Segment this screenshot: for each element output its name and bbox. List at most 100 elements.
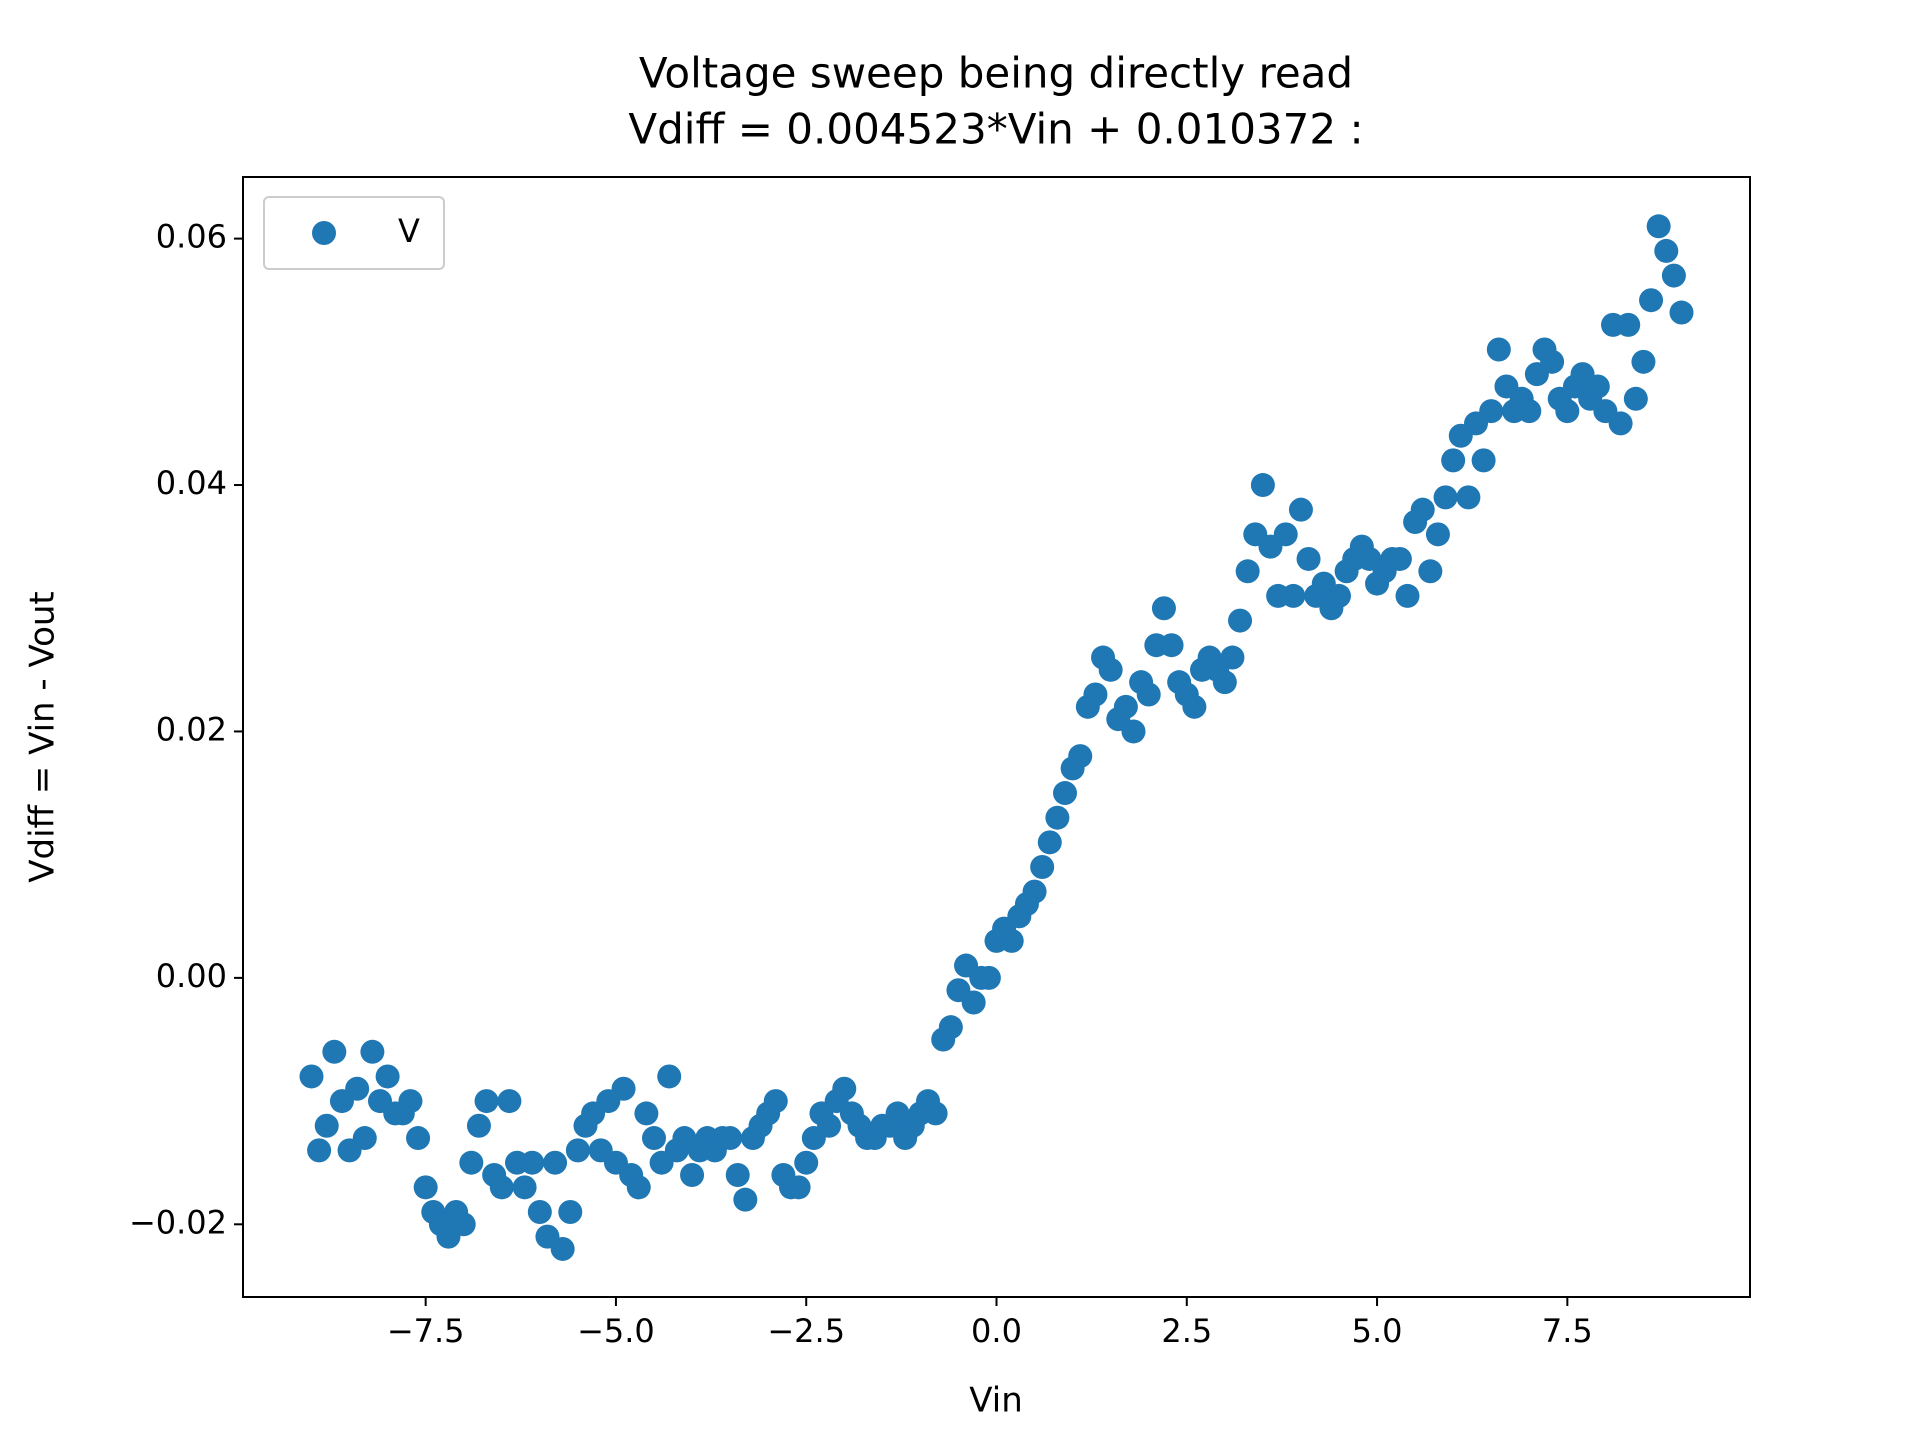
point — [1387, 546, 1412, 571]
point — [520, 1150, 545, 1175]
legend-box — [263, 196, 445, 270]
point — [1250, 473, 1275, 498]
point — [1235, 559, 1260, 584]
y-tick-label: 0.04 — [156, 464, 227, 502]
legend-label: V — [398, 212, 420, 250]
point — [1661, 263, 1686, 288]
point — [1456, 485, 1481, 510]
point — [1159, 633, 1184, 658]
point — [550, 1236, 575, 1261]
point — [398, 1089, 423, 1114]
x-tick-label: −2.5 — [767, 1312, 845, 1350]
point — [1623, 386, 1648, 411]
point — [489, 1175, 514, 1200]
y-tick-label: 0.06 — [156, 218, 227, 256]
point — [1288, 497, 1313, 522]
point — [725, 1163, 750, 1188]
point — [307, 1138, 332, 1163]
point — [497, 1089, 522, 1114]
x-tick-label: 2.5 — [1161, 1312, 1212, 1350]
point — [680, 1163, 705, 1188]
point — [352, 1126, 377, 1151]
point — [1220, 645, 1245, 670]
point — [1410, 497, 1435, 522]
legend-marker — [312, 221, 336, 245]
point — [322, 1039, 347, 1064]
point — [1646, 214, 1671, 239]
point — [733, 1187, 758, 1212]
point — [923, 1101, 948, 1126]
point — [1486, 337, 1511, 362]
point — [459, 1150, 484, 1175]
point — [451, 1212, 476, 1237]
point — [299, 1064, 324, 1089]
x-tick-label: −5.0 — [577, 1312, 655, 1350]
point — [718, 1126, 743, 1151]
point — [657, 1064, 682, 1089]
point — [626, 1175, 651, 1200]
point — [938, 1015, 963, 1040]
point — [642, 1126, 666, 1151]
point — [1068, 744, 1093, 769]
point — [1327, 583, 1351, 608]
point — [999, 928, 1024, 953]
point — [1281, 583, 1306, 608]
point — [1479, 399, 1504, 424]
point — [406, 1126, 431, 1151]
point — [832, 1076, 857, 1101]
y-tick-label: 0.00 — [156, 957, 227, 995]
point — [1273, 522, 1298, 547]
y-tick-label: −0.02 — [129, 1203, 227, 1241]
point — [1517, 399, 1542, 424]
y-axis-label: Vdiff = Vin - Vout — [23, 591, 63, 883]
point — [345, 1076, 370, 1101]
point — [1471, 448, 1496, 473]
point — [976, 965, 1001, 990]
point — [1639, 288, 1664, 313]
point — [1441, 448, 1466, 473]
point — [794, 1150, 819, 1175]
y-tick-label: 0.02 — [156, 710, 227, 748]
point — [543, 1150, 568, 1175]
x-tick-label: 0.0 — [971, 1312, 1022, 1350]
point — [1433, 485, 1458, 510]
point — [1654, 238, 1679, 263]
point — [1136, 682, 1161, 707]
x-tick-label: 7.5 — [1542, 1312, 1593, 1350]
x-tick-label: 5.0 — [1352, 1312, 1403, 1350]
point — [375, 1064, 400, 1089]
point — [1631, 349, 1656, 374]
point — [1022, 879, 1047, 904]
point — [474, 1089, 499, 1114]
point — [1182, 694, 1207, 719]
point — [1151, 596, 1176, 621]
point — [1121, 719, 1146, 744]
point — [413, 1175, 438, 1200]
point — [1228, 608, 1253, 633]
point — [1616, 312, 1641, 337]
point — [1113, 694, 1138, 719]
point — [1045, 805, 1070, 830]
point — [1669, 300, 1694, 325]
point — [466, 1113, 491, 1138]
x-tick-label: −7.5 — [387, 1312, 465, 1350]
point — [1083, 682, 1108, 707]
point — [1053, 781, 1077, 806]
point — [565, 1138, 590, 1163]
point — [763, 1089, 788, 1114]
point — [1296, 546, 1321, 571]
point — [634, 1101, 659, 1126]
x-axis-label: Vin — [969, 1381, 1023, 1421]
point — [1555, 399, 1580, 424]
point — [961, 990, 986, 1015]
point — [1540, 349, 1565, 374]
chart-title: Voltage sweep being directly read — [639, 49, 1353, 98]
point — [1425, 522, 1450, 547]
point — [1212, 670, 1237, 695]
point — [786, 1175, 811, 1200]
point — [1098, 657, 1123, 682]
point — [1030, 854, 1055, 879]
chart-subtitle: Vdiff = 0.004523*Vin + 0.010372 : — [628, 105, 1363, 154]
